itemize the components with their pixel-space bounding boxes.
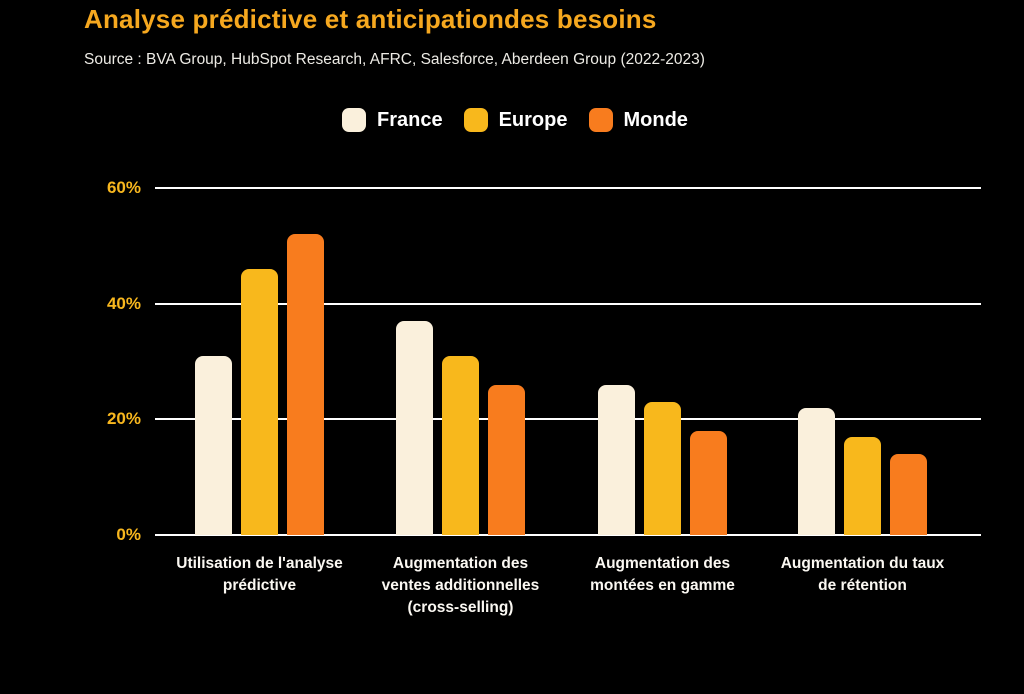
y-tick-label: 0% [116,525,141,544]
legend-label: Monde [623,108,688,131]
bar-group-1 [195,188,324,535]
chart-title: Analyse prédictive et anticipationdes be… [84,4,657,34]
bar-europe [241,268,278,535]
bar-europe [442,355,479,535]
bar-france [598,384,635,535]
bar-france [195,355,232,535]
bar-group-2 [396,188,525,535]
bar-monde [287,234,324,535]
legend: France Europe Monde [342,108,688,132]
bar-france [798,407,835,535]
legend-swatch-france [342,108,366,132]
y-axis: 60% 40% 20% 0% [84,178,141,544]
y-tick-label: 40% [106,293,141,313]
bar-group-3 [598,188,727,535]
x-category-label: Augmentation des ventes additionnelles (cr… [381,555,540,616]
legend-swatch-europe [463,108,488,132]
x-category-label: Augmentation du taux de rétention [780,555,945,594]
legend-item-monde: Monde [588,108,688,132]
source-note: Source : BVA Group, HubSpot Research, AF… [84,51,705,68]
legend-item-france: France [342,108,443,132]
plot-area [155,187,981,536]
bar-europe [844,436,881,535]
y-tick-label: 20% [106,409,141,429]
legend-label: France [377,108,443,131]
legend-swatch-monde [588,108,613,132]
legend-item-europe: Europe [463,108,568,132]
y-tick-label: 60% [106,178,141,197]
x-category-label: Augmentation des montées en gamme [590,555,735,594]
bar-france [396,321,433,535]
gridline-20 [155,418,981,421]
x-category-label: Utilisation de l'analyse prédictive [176,555,343,594]
bar-monde [690,430,727,535]
bar-monde [488,384,525,535]
gridline-0 [155,534,981,536]
gridline-40 [155,302,981,305]
gridline-60 [155,187,981,189]
bar-europe [644,401,681,535]
bar-group-4 [798,188,927,535]
legend-label: Europe [498,108,568,131]
bar-monde [890,454,927,535]
x-axis: Utilisation de l'analyse prédictive Augmen… [155,553,981,643]
